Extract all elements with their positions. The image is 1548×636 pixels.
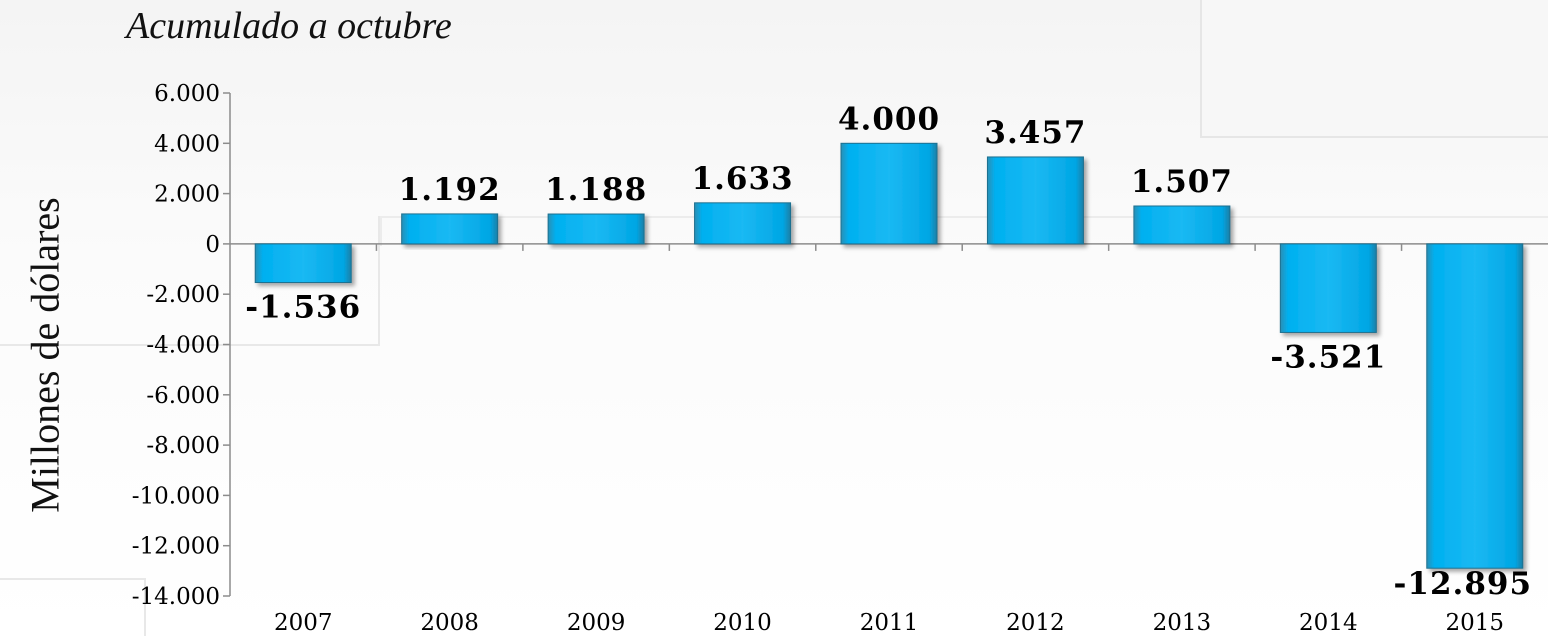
bar	[840, 142, 938, 245]
data-label: 1.188	[545, 172, 647, 208]
x-tick-label: 2007	[274, 610, 333, 636]
y-tick-label: 6.000	[154, 81, 220, 107]
bar	[1133, 205, 1231, 245]
data-label: 1.192	[399, 172, 501, 208]
y-tick-label: -12.000	[132, 534, 220, 560]
data-label: -3.521	[1270, 339, 1386, 375]
data-label: -1.536	[245, 290, 361, 326]
y-tick-label: 4.000	[154, 131, 220, 157]
data-label: 4.000	[838, 101, 940, 137]
chart-subtitle: Acumulado a octubre	[126, 5, 452, 47]
y-tick-label: -8.000	[146, 433, 220, 459]
x-tick-label: 2010	[713, 610, 772, 636]
x-tick-label: 2015	[1446, 610, 1505, 636]
x-tick-label: 2014	[1299, 610, 1358, 636]
y-tick-label: 0	[205, 232, 220, 258]
bar	[254, 243, 352, 284]
data-label: 3.457	[984, 115, 1086, 151]
bar	[986, 156, 1084, 245]
bar	[401, 213, 499, 245]
x-tick-label: 2012	[1006, 610, 1065, 636]
x-tick-label: 2013	[1153, 610, 1212, 636]
x-tick-label: 2009	[567, 610, 626, 636]
x-tick-label: 2011	[860, 610, 919, 636]
bar	[547, 213, 645, 245]
y-tick-label: -14.000	[132, 584, 220, 610]
data-label: 1.633	[692, 161, 794, 197]
y-tick-label: -2.000	[146, 282, 220, 308]
bar	[1426, 243, 1524, 569]
data-label: 1.507	[1131, 164, 1233, 200]
y-tick-label: -6.000	[146, 383, 220, 409]
bar	[1279, 243, 1377, 333]
y-tick-label: -10.000	[132, 483, 220, 509]
bar	[694, 202, 792, 245]
y-tick-label: -4.000	[146, 333, 220, 359]
x-tick-label: 2008	[420, 610, 479, 636]
y-tick-label: 2.000	[154, 182, 220, 208]
data-label: -12.895	[1394, 566, 1533, 602]
